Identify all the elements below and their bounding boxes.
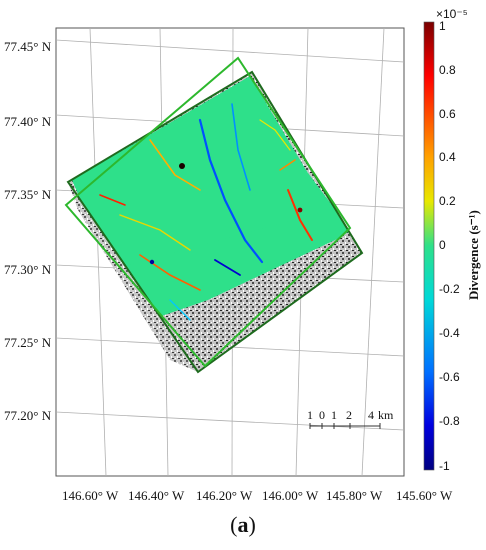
parallel-line [55, 39, 405, 63]
colorbar: ×10⁻⁵ 1 0.8 0.6 0.4 0.2 0 -0.2 -0.4 -0.6… [423, 7, 481, 473]
lat-label: 77.20° N [4, 408, 52, 423]
colorbar-tick: 1 [439, 19, 446, 33]
scale-unit: km [378, 408, 394, 422]
longitude-labels: 146.60° W 146.40° W 146.20° W 146.00° W … [62, 488, 453, 503]
lat-label: 77.25° N [4, 335, 52, 350]
lon-label: 146.60° W [62, 488, 119, 503]
footprint-outline [64, 56, 352, 368]
meridian-line [89, 27, 107, 477]
colorbar-title: Divergence (s⁻¹) [466, 210, 481, 300]
colorbar-tick: -0.6 [439, 370, 460, 384]
scale-label: 0 [319, 408, 325, 422]
lat-label: 77.30° N [4, 262, 52, 277]
lon-label: 146.00° W [262, 488, 319, 503]
colorbar-tick: -0.4 [439, 326, 460, 340]
lon-label: 146.20° W [196, 488, 253, 503]
lon-label: 145.60° W [396, 488, 453, 503]
meridian-line [361, 27, 385, 477]
panel-letter: a [237, 512, 249, 537]
colorbar-tick: 0.4 [439, 150, 456, 164]
lon-label: 146.40° W [128, 488, 185, 503]
lat-label: 77.35° N [4, 187, 52, 202]
latitude-labels: 77.45° N 77.40° N 77.35° N 77.30° N 77.2… [4, 39, 52, 423]
colorbar-tick: 0.2 [439, 194, 456, 208]
scale-bar: 1 0 1 2 4 km [307, 408, 394, 429]
colorbar-gradient [423, 21, 435, 471]
no-data-strip [190, 232, 362, 372]
colorbar-tick: 0 [439, 238, 446, 252]
colorbar-exponent: ×10⁻⁵ [436, 7, 468, 21]
scale-label: 4 [368, 408, 374, 422]
scale-label: 2 [346, 408, 352, 422]
lat-label: 77.45° N [4, 39, 52, 54]
scale-label: 1 [331, 408, 337, 422]
lat-label: 77.40° N [4, 114, 52, 129]
colorbar-tick: -0.2 [439, 282, 460, 296]
parallel-line [55, 411, 405, 431]
lon-label: 145.80° W [326, 488, 383, 503]
panel-label: (a) [230, 512, 256, 537]
colorbar-tick: 0.8 [439, 63, 456, 77]
colorbar-tick: -0.8 [439, 414, 460, 428]
scale-label: 1 [307, 408, 313, 422]
colorbar-tick: 0.6 [439, 107, 456, 121]
colorbar-tick: -1 [439, 459, 450, 473]
